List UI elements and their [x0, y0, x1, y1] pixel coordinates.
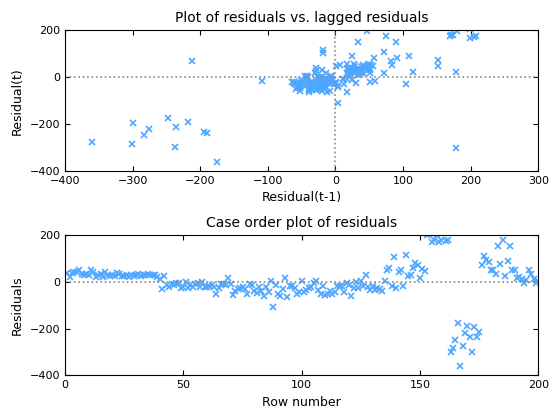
Title: Case order plot of residuals: Case order plot of residuals	[206, 215, 397, 230]
X-axis label: Residual(t-1): Residual(t-1)	[262, 192, 342, 205]
Y-axis label: Residual(t): Residual(t)	[11, 67, 24, 135]
X-axis label: Row number: Row number	[262, 396, 341, 409]
Y-axis label: Residuals: Residuals	[11, 276, 24, 335]
Title: Plot of residuals vs. lagged residuals: Plot of residuals vs. lagged residuals	[175, 11, 428, 25]
